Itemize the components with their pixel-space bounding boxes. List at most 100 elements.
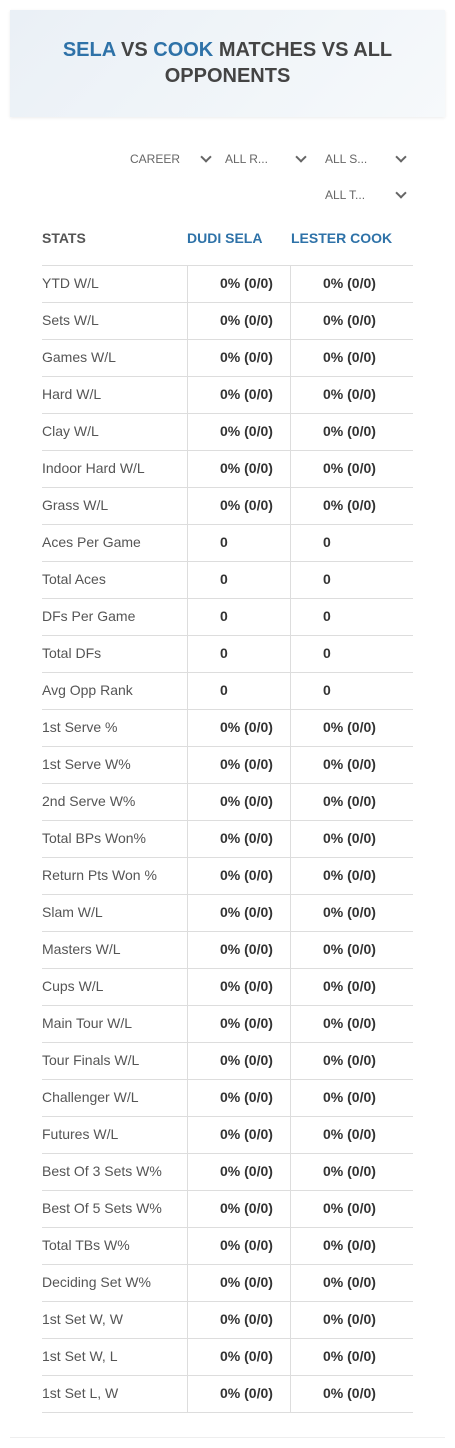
column-header: DUDI SELA [187, 230, 263, 246]
stat-value: 0% (0/0) [323, 1237, 376, 1253]
stat-value: 0% (0/0) [323, 275, 376, 291]
row-divider [42, 1227, 413, 1228]
stat-value: 0% (0/0) [220, 423, 273, 439]
stat-label: Total DFs [42, 645, 102, 661]
column-header: STATS [42, 230, 86, 246]
stat-label: Total Aces [42, 571, 106, 587]
stat-label: Best Of 5 Sets W% [42, 1200, 162, 1216]
stat-value: 0% (0/0) [220, 460, 273, 476]
dropdown-chevron [395, 187, 407, 199]
player1: SELA [62, 39, 116, 61]
stat-value: 0% (0/0) [323, 793, 376, 809]
filter-dropdown[interactable]: ALL R... [225, 152, 268, 166]
stat-value: 0 [323, 645, 331, 661]
stat-value: 0% (0/0) [220, 1237, 273, 1253]
row-divider [42, 1338, 413, 1339]
stat-label: Total TBs W% [42, 1237, 130, 1253]
row-divider [42, 413, 413, 414]
row-divider [42, 783, 413, 784]
row-divider [42, 672, 413, 673]
stat-label: 1st Set L, W [42, 1385, 119, 1401]
stat-value: 0% (0/0) [323, 1348, 376, 1364]
dropdown-chevron [295, 151, 307, 163]
row-divider [42, 1116, 413, 1117]
stat-value: 0% (0/0) [323, 830, 376, 846]
stat-value: 0 [220, 534, 228, 550]
stat-value: 0% (0/0) [220, 719, 273, 735]
stat-label: 2nd Serve W% [42, 793, 136, 809]
vs: VS [121, 39, 148, 61]
stat-label: YTD W/L [42, 275, 99, 291]
row-divider [42, 265, 413, 266]
stat-label: Return Pts Won % [42, 867, 157, 883]
dropdown-chevron [200, 151, 212, 163]
row-divider [42, 1042, 413, 1043]
stat-value: 0 [220, 645, 228, 661]
stat-label: Sets W/L [42, 312, 99, 328]
stat-value: 0% (0/0) [220, 830, 273, 846]
stat-label: Challenger W/L [42, 1089, 139, 1105]
stat-label: 1st Set W, L [42, 1348, 118, 1364]
stat-value: 0% (0/0) [220, 867, 273, 883]
row-divider [42, 1301, 413, 1302]
stat-value: 0% (0/0) [220, 312, 273, 328]
stat-value: 0% (0/0) [220, 978, 273, 994]
stat-value: 0% (0/0) [323, 904, 376, 920]
stat-value: 0% (0/0) [323, 719, 376, 735]
row-divider [42, 1079, 413, 1080]
stat-value: 0% (0/0) [220, 1126, 273, 1142]
row-divider [42, 1375, 413, 1376]
stat-value: 0% (0/0) [323, 1126, 376, 1142]
stat-label: Best Of 3 Sets W% [42, 1163, 162, 1179]
stat-value: 0% (0/0) [323, 349, 376, 365]
filter-dropdown[interactable]: CAREER [130, 152, 181, 166]
row-divider [42, 376, 413, 377]
row-divider [42, 1264, 413, 1265]
stat-value: 0% (0/0) [220, 1311, 273, 1327]
stat-value: 0 [220, 571, 228, 587]
stat-value: 0% (0/0) [323, 497, 376, 513]
row-divider [42, 1190, 413, 1191]
stat-value: 0% (0/0) [323, 867, 376, 883]
filter-dropdown[interactable]: ALL S... [325, 152, 368, 166]
stat-label: 1st Serve W% [42, 756, 131, 772]
filter-dropdown[interactable]: ALL T... [325, 188, 366, 202]
stat-value: 0% (0/0) [220, 1385, 273, 1401]
stat-value: 0% (0/0) [220, 904, 273, 920]
stat-value: 0% (0/0) [323, 386, 376, 402]
title-rest: MATCHES VS ALL OPPONENTS [164, 39, 393, 87]
stat-value: 0% (0/0) [220, 756, 273, 772]
row-divider [42, 339, 413, 340]
stat-value: 0% (0/0) [220, 793, 273, 809]
stat-value: 0 [220, 608, 228, 624]
footer-line [10, 1437, 445, 1438]
stat-label: Tour Finals W/L [42, 1052, 140, 1068]
stat-value: 0% (0/0) [220, 1163, 273, 1179]
stat-value: 0% (0/0) [323, 978, 376, 994]
stat-value: 0 [323, 608, 331, 624]
row-divider [42, 709, 413, 710]
row-divider [42, 561, 413, 562]
stat-label: Deciding Set W% [42, 1274, 151, 1290]
row-divider [42, 598, 413, 599]
stat-label: Cups W/L [42, 978, 104, 994]
column-header: LESTER COOK [291, 230, 393, 246]
stat-value: 0% (0/0) [323, 423, 376, 439]
stat-value: 0% (0/0) [323, 1052, 376, 1068]
stat-value: 0% (0/0) [220, 349, 273, 365]
stat-value: 0% (0/0) [323, 1385, 376, 1401]
row-divider [42, 450, 413, 451]
stat-label: Avg Opp Rank [42, 682, 133, 698]
stat-value: 0% (0/0) [220, 386, 273, 402]
row-divider [42, 635, 413, 636]
stat-label: Clay W/L [42, 423, 99, 439]
row-divider [42, 820, 413, 821]
row-divider [42, 1153, 413, 1154]
row-divider [42, 857, 413, 858]
player2: COOK [153, 39, 214, 61]
stat-value: 0% (0/0) [323, 1311, 376, 1327]
stat-value: 0 [323, 682, 331, 698]
stat-value: 0% (0/0) [323, 460, 376, 476]
stat-value: 0% (0/0) [323, 1274, 376, 1290]
stat-value: 0% (0/0) [220, 1348, 273, 1364]
